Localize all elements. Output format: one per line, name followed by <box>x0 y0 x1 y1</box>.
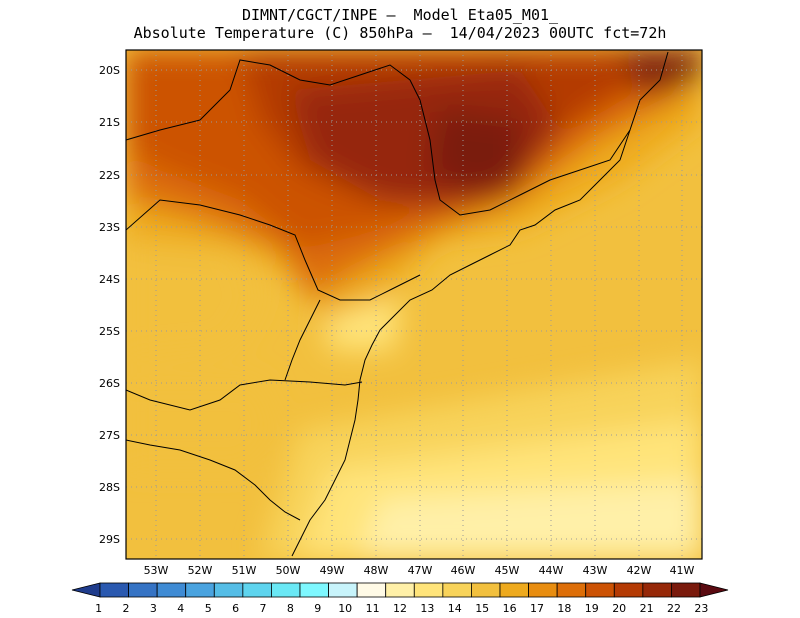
colorbar-label: 12 <box>393 602 407 615</box>
state-border-north <box>126 59 631 216</box>
colorbar-label: 1 <box>95 602 102 615</box>
longitude-labels: 53W 52W 51W 50W 49W 48W 47W 46W 45W 44W … <box>144 564 695 577</box>
colorbar-label: 20 <box>612 602 626 615</box>
colorbar-label: 10 <box>338 602 352 615</box>
colorbar-label: 21 <box>640 602 654 615</box>
lat-label: 25S <box>99 325 120 338</box>
colorbar-swatch <box>442 582 472 598</box>
lon-label: 52W <box>188 564 213 577</box>
map-gridlines <box>126 50 702 559</box>
colorbar-swatch <box>128 582 158 598</box>
colorbar-swatch <box>528 582 558 598</box>
lon-label: 46W <box>451 564 476 577</box>
colorbar-swatch <box>185 582 215 598</box>
colorbar-swatch <box>642 582 672 598</box>
colorbar-label: 22 <box>667 602 681 615</box>
state-border-south <box>126 379 363 411</box>
colorbar-swatch <box>471 582 501 598</box>
colorbar-label: 17 <box>530 602 544 615</box>
colorbar-swatch <box>385 582 415 598</box>
state-border-parana <box>126 199 421 301</box>
map-frame <box>125 49 703 560</box>
colorbar-swatch <box>242 582 272 598</box>
colorbar-swatch <box>271 582 301 598</box>
colorbar-label: 23 <box>694 602 708 615</box>
colorbar-swatch <box>156 582 187 598</box>
colorbar-label: 3 <box>150 602 157 615</box>
lon-label: 41W <box>670 564 695 577</box>
lon-label: 51W <box>232 564 257 577</box>
colorbar-label: 6 <box>232 602 239 615</box>
lat-label: 23S <box>99 221 120 234</box>
lat-label: 24S <box>99 273 120 286</box>
lat-label: 26S <box>99 377 120 390</box>
colorbar: 1 2 3 4 5 6 7 8 9 10 11 12 13 14 15 16 17 18 19 20 21 22 23 <box>71 582 729 615</box>
colorbar-arrow-low <box>71 582 101 598</box>
lon-label: 53W <box>144 564 169 577</box>
colorbar-swatch <box>299 582 329 598</box>
river-paraguay <box>284 299 321 381</box>
colorbar-label: 4 <box>177 602 184 615</box>
colorbar-label: 9 <box>314 602 321 615</box>
lon-label: 44W <box>539 564 564 577</box>
lat-label: 29S <box>99 533 120 546</box>
colorbar-label: 8 <box>287 602 294 615</box>
coastline-and-borders <box>126 51 669 557</box>
coastline <box>291 51 669 557</box>
temperature-field <box>126 50 702 559</box>
colorbar-swatch <box>413 582 444 598</box>
title-line-2: Absolute Temperature (C) 850hPa – 14/04/… <box>133 24 667 42</box>
colorbar-swatch <box>585 582 615 598</box>
lon-label: 42W <box>627 564 652 577</box>
colorbar-arrow-high <box>699 582 729 598</box>
state-border-rs <box>126 439 301 521</box>
colorbar-label: 11 <box>366 602 380 615</box>
latitude-labels: 20S 21S 22S 23S 24S 25S 26S 27S 28S 29S <box>99 64 120 546</box>
lat-label: 22S <box>99 169 120 182</box>
lon-label: 49W <box>320 564 345 577</box>
colorbar-label: 7 <box>260 602 267 615</box>
lat-label: 21S <box>99 116 120 129</box>
colorbar-label: 13 <box>420 602 434 615</box>
colorbar-swatch <box>356 582 387 598</box>
colorbar-swatch <box>556 582 587 598</box>
lon-label: 45W <box>495 564 520 577</box>
colorbar-swatch <box>613 582 644 598</box>
lat-label: 28S <box>99 481 120 494</box>
lon-label: 43W <box>583 564 608 577</box>
colorbar-swatch <box>328 582 358 598</box>
colorbar-label: 5 <box>205 602 212 615</box>
colorbar-label: 19 <box>585 602 599 615</box>
lon-label: 47W <box>408 564 433 577</box>
title-line-1: DIMNT/CGCT/INPE – Model Eta05_M01_ <box>241 6 559 24</box>
colorbar-label: 2 <box>123 602 130 615</box>
colorbar-swatch <box>99 582 129 598</box>
colorbar-label: 14 <box>448 602 462 615</box>
colorbar-swatch <box>499 582 529 598</box>
colorbar-label: 18 <box>557 602 571 615</box>
lat-label: 20S <box>99 64 120 77</box>
colorbar-label: 16 <box>503 602 517 615</box>
colorbar-swatch <box>671 582 701 598</box>
lon-label: 48W <box>364 564 389 577</box>
lat-label: 27S <box>99 429 120 442</box>
colorbar-label: 15 <box>475 602 489 615</box>
lon-label: 50W <box>276 564 301 577</box>
colorbar-swatch <box>213 582 244 598</box>
